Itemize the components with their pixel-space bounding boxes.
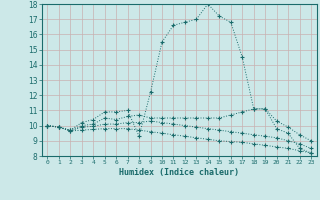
X-axis label: Humidex (Indice chaleur): Humidex (Indice chaleur)	[119, 168, 239, 177]
